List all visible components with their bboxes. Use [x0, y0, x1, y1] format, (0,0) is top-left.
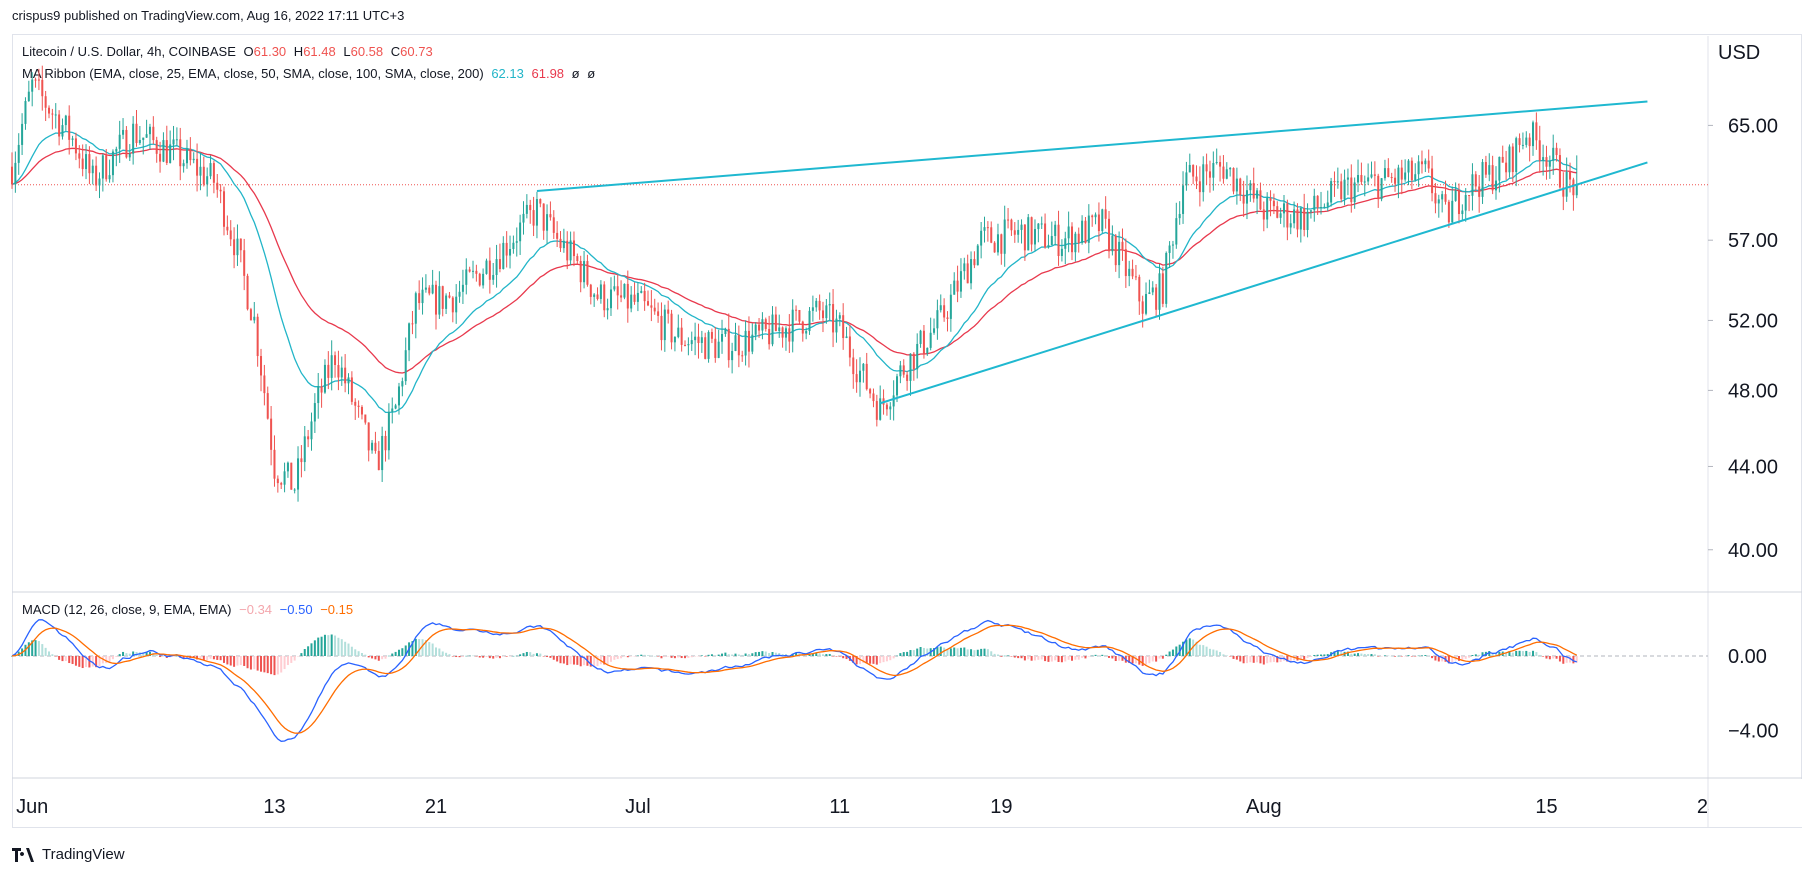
high-label: H — [293, 44, 304, 59]
tradingview-logo-icon — [12, 847, 34, 862]
low-value: 60.58 — [350, 44, 384, 59]
ma-ribbon-legend: MA Ribbon (EMA, close, 25, EMA, close, 5… — [22, 66, 599, 81]
tradingview-brand[interactable]: TradingView — [12, 846, 125, 863]
close-label: C — [390, 44, 401, 59]
ma-value-1: 62.13 — [491, 66, 524, 81]
open-value: 61.30 — [253, 44, 287, 59]
open-label: O — [243, 44, 254, 59]
ma-ribbon-title: MA Ribbon (EMA, close, 25, EMA, close, 5… — [22, 66, 484, 81]
high-value: 61.48 — [303, 44, 336, 59]
macd-signal-value: −0.15 — [320, 602, 354, 617]
currency-label: USD — [1718, 42, 1761, 64]
macd-hist-value: −0.34 — [239, 602, 273, 617]
publisher-header: crispus9 published on TradingView.com, A… — [12, 8, 405, 23]
ma-value-2: 61.98 — [531, 66, 565, 81]
symbol-label: Litecoin / U.S. Dollar, 4h, COINBASE — [22, 44, 236, 59]
main-legend: Litecoin / U.S. Dollar, 4h, COINBASE O61… — [22, 44, 437, 59]
close-value: 60.73 — [400, 44, 433, 59]
macd-title: MACD (12, 26, close, 9, EMA, EMA) — [22, 602, 232, 617]
low-label: L — [343, 44, 351, 59]
ma-value-3: ø — [571, 66, 580, 81]
tradingview-brand-label: TradingView — [42, 846, 125, 863]
macd-line-value: −0.50 — [279, 602, 313, 617]
macd-legend: MACD (12, 26, close, 9, EMA, EMA) −0.34 … — [22, 602, 357, 617]
ma-value-4: ø — [587, 66, 596, 81]
chart-frame — [12, 34, 1802, 828]
